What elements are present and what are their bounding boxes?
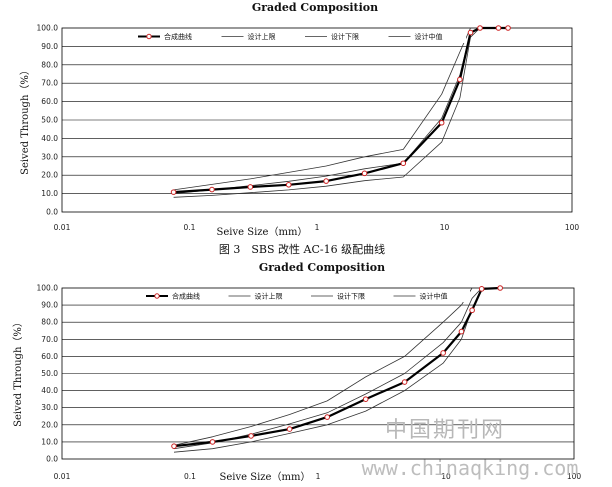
watermark-cn: 中国期刊网 <box>385 418 505 443</box>
legend-marker <box>146 33 152 40</box>
data-point <box>458 328 465 335</box>
chart-2: Graded Composition 0.010.020.030.040.050… <box>12 261 581 483</box>
y-tick-label: 10.0 <box>41 437 58 446</box>
chart-2-y-tick-labels: 0.0 10.0 20.0 30.0 40.0 50.0 60.0 70.0 80.0 90.0 1… <box>37 284 59 464</box>
data-point <box>467 29 474 36</box>
data-point <box>323 178 329 184</box>
data-point <box>477 25 483 31</box>
data-point <box>209 439 216 445</box>
data-point <box>362 396 369 402</box>
legend-box <box>132 30 466 43</box>
y-tick-label: 0.0 <box>46 208 58 217</box>
legend-label: 设计下限 <box>331 32 359 41</box>
chart-2-title: Graded Composition <box>259 261 385 274</box>
legend-label: 合成曲线 <box>164 32 192 41</box>
data-point <box>209 186 215 193</box>
x-tick-label: 0.1 <box>184 472 196 481</box>
data-point <box>469 307 475 314</box>
x-tick-label: 10 <box>441 472 451 481</box>
chart-1: Graded Composition 0.010.020.030.040.050… <box>19 1 579 256</box>
data-point <box>457 76 463 83</box>
y-tick-label: 20.0 <box>41 171 58 180</box>
legend-label: 设计上限 <box>255 292 283 301</box>
legend-label: 合成曲线 <box>172 292 200 301</box>
y-tick-label: 50.0 <box>41 369 58 378</box>
y-tick-label: 40.0 <box>41 134 58 143</box>
chart-1-title: Graded Composition <box>252 1 378 14</box>
y-tick-label: 0.0 <box>46 455 58 464</box>
chart-2-x-tick-labels: 0.01 0.1 1 10 100 <box>54 472 582 481</box>
legend-label: 设计上限 <box>248 32 276 41</box>
chart-1-y-tick-labels: 0.0 10.0 20.0 30.0 40.0 50.0 60.0 70.0 80.0 90.0 1… <box>37 24 59 217</box>
data-point <box>324 414 331 420</box>
chart-2-legend: 合成曲线 设计上限 设计下限 设计中值 <box>140 290 470 302</box>
data-point <box>361 170 368 177</box>
data-point <box>438 119 445 126</box>
data-point <box>440 350 446 356</box>
x-tick-label: 1 <box>316 472 321 481</box>
legend-label: 设计中值 <box>415 32 443 41</box>
chart-1-gridlines <box>62 46 572 194</box>
y-tick-label: 10.0 <box>41 189 58 198</box>
series-design-line <box>173 287 501 450</box>
chart-2-x-axis-label: Seive Size（mm） <box>220 471 311 483</box>
watermark-url: www.chinaqking.com <box>362 456 579 480</box>
y-tick-label: 40.0 <box>41 386 58 395</box>
data-point <box>401 379 408 385</box>
series-design-line <box>173 287 501 446</box>
y-tick-label: 90.0 <box>41 301 58 310</box>
chart-2-gridlines <box>62 304 574 443</box>
data-point <box>478 286 485 292</box>
data-point <box>497 285 503 291</box>
data-point <box>400 160 407 167</box>
chart-1-x-axis-label: Seive Size（mm） <box>217 226 308 238</box>
data-point <box>248 433 254 439</box>
y-tick-label: 70.0 <box>41 79 58 88</box>
legend-marker <box>154 293 160 299</box>
y-tick-label: 90.0 <box>41 42 58 51</box>
y-tick-label: 20.0 <box>41 420 58 429</box>
x-tick-label: 100 <box>567 472 582 481</box>
y-tick-label: 60.0 <box>41 97 58 106</box>
chart-1-series <box>170 25 511 198</box>
data-point <box>495 25 502 31</box>
y-tick-label: 70.0 <box>41 335 58 344</box>
chart-1-x-tick-labels: 0.01 0.1 1 10 100 <box>54 223 580 232</box>
x-tick-label: 0.01 <box>54 472 71 481</box>
series-composite-line <box>173 286 501 448</box>
data-point <box>247 184 254 190</box>
x-tick-label: 0.1 <box>184 223 196 232</box>
y-tick-label: 80.0 <box>41 60 58 69</box>
y-tick-label: 100.0 <box>37 24 59 33</box>
data-point <box>170 189 177 195</box>
legend-label: 设计下限 <box>337 292 365 301</box>
chart-1-caption: 图 3 SBS 改性 AC-16 级配曲线 <box>219 242 385 256</box>
y-tick-label: 50.0 <box>41 116 58 125</box>
chart-1-y-axis-label: Seived Through（%） <box>19 65 31 175</box>
chart-2-series <box>171 285 503 453</box>
y-tick-label: 30.0 <box>41 152 58 161</box>
chart-2-y-axis-label: Seived Through（%） <box>12 317 24 427</box>
x-tick-label: 0.01 <box>54 223 71 232</box>
chart-1-legend: 合成曲线 设计上限 设计下限 设计中值 <box>132 30 466 43</box>
x-tick-label: 100 <box>565 223 580 232</box>
legend-box <box>140 290 470 302</box>
data-point <box>171 443 177 449</box>
y-tick-label: 60.0 <box>41 352 58 361</box>
x-tick-label: 1 <box>315 223 320 232</box>
y-tick-label: 100.0 <box>37 284 59 293</box>
y-tick-label: 30.0 <box>41 403 58 412</box>
data-point <box>286 426 293 432</box>
data-point <box>505 25 511 31</box>
x-tick-label: 10 <box>440 223 450 232</box>
y-tick-label: 80.0 <box>41 318 58 327</box>
data-point <box>285 181 292 188</box>
legend-label: 设计中值 <box>420 292 448 301</box>
